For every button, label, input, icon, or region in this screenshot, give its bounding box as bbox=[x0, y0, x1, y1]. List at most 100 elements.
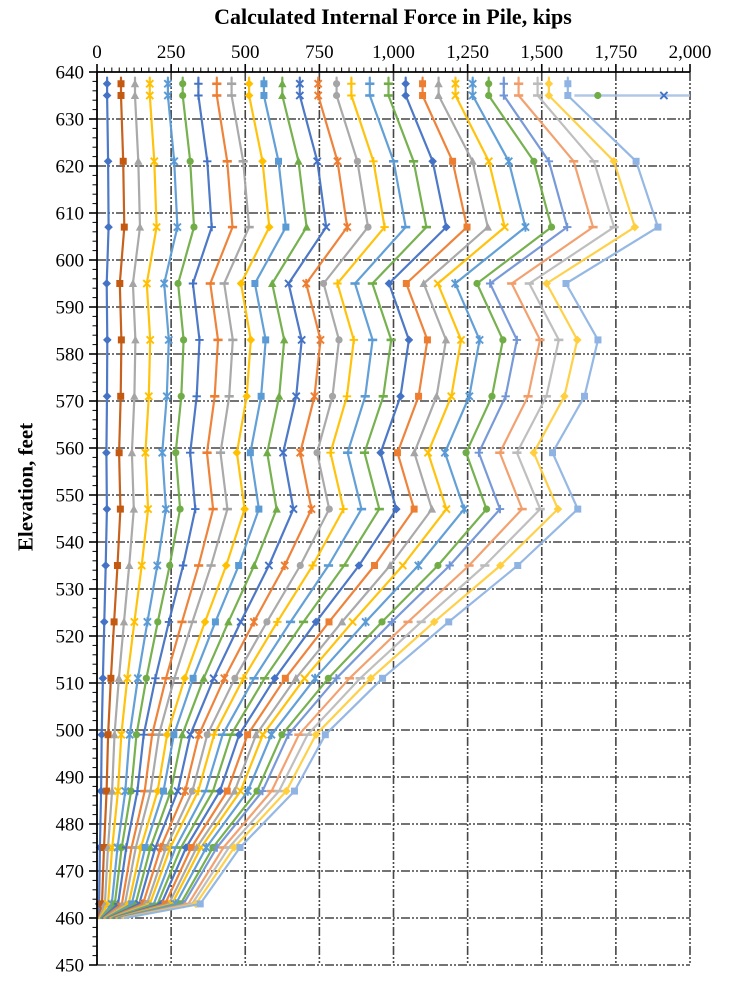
series-marker-x bbox=[484, 157, 494, 166]
series-marker-diamond bbox=[258, 157, 267, 166]
series-marker-circle bbox=[127, 787, 135, 795]
series-marker-star bbox=[143, 617, 152, 627]
series-marker-square bbox=[321, 731, 329, 739]
series-marker-circle bbox=[188, 787, 196, 795]
series-marker-triangle bbox=[199, 673, 208, 682]
series-marker-star bbox=[504, 156, 514, 166]
series-marker-plus bbox=[347, 79, 356, 88]
series-marker-x bbox=[173, 786, 182, 796]
series-marker-square bbox=[402, 280, 410, 287]
series-marker-x bbox=[130, 617, 139, 627]
series-marker-diamond bbox=[553, 504, 563, 514]
series-marker-x bbox=[348, 617, 357, 627]
series-marker-diamond bbox=[560, 392, 569, 401]
x-tick-label: 1,250 bbox=[446, 42, 489, 63]
series-marker-circle bbox=[278, 731, 286, 739]
series-marker-circle bbox=[328, 392, 337, 400]
series-marker-diamond bbox=[97, 730, 107, 739]
series-marker-square bbox=[410, 505, 418, 513]
series-marker-plus bbox=[185, 448, 195, 457]
series-marker-triangle bbox=[468, 156, 477, 165]
series-marker-square bbox=[159, 787, 167, 795]
y-tick-label: 560 bbox=[56, 439, 85, 460]
series-marker-star bbox=[459, 504, 469, 514]
series-marker-circle bbox=[364, 223, 372, 231]
series-marker-circle bbox=[434, 561, 442, 570]
series-marker-star bbox=[316, 335, 325, 345]
series-marker-diamond bbox=[544, 79, 554, 89]
series-marker-diamond bbox=[311, 730, 321, 739]
series-marker-circle bbox=[313, 449, 321, 457]
series-marker-circle bbox=[174, 279, 182, 288]
series-marker-circle bbox=[324, 674, 332, 682]
series-marker-square bbox=[415, 392, 423, 400]
series-marker-x bbox=[209, 674, 218, 683]
series-marker-plus bbox=[139, 730, 148, 739]
series-marker-square bbox=[262, 336, 270, 344]
series-marker-diamond bbox=[244, 79, 254, 89]
series-marker-triangle bbox=[385, 561, 395, 569]
y-tick-label: 580 bbox=[56, 345, 85, 366]
series-line bbox=[121, 76, 616, 920]
series-line bbox=[112, 76, 428, 920]
series-marker-square bbox=[117, 336, 125, 344]
series-line bbox=[123, 76, 660, 920]
series-marker-diamond bbox=[376, 448, 385, 457]
series-marker-circle bbox=[179, 80, 187, 88]
series-marker-triangle bbox=[127, 448, 137, 457]
series-marker-x bbox=[284, 279, 293, 288]
series-marker-square bbox=[117, 80, 125, 88]
series-marker-diamond bbox=[384, 279, 394, 288]
series-marker-diamond bbox=[282, 786, 291, 796]
series-marker-circle bbox=[263, 618, 271, 626]
series-marker-star bbox=[180, 786, 190, 796]
series-marker-x bbox=[312, 157, 322, 166]
series-marker-star bbox=[342, 222, 352, 232]
series-marker-star bbox=[468, 90, 477, 101]
series-marker-plus bbox=[194, 91, 203, 100]
series-marker-plus bbox=[207, 222, 216, 232]
series-marker-x bbox=[295, 91, 305, 100]
series-marker-triangle bbox=[250, 561, 259, 569]
series-marker-diamond bbox=[180, 674, 189, 683]
series-marker-x bbox=[145, 91, 155, 100]
series-marker-square bbox=[100, 844, 108, 851]
series-marker-square bbox=[128, 900, 136, 908]
series-marker-diamond bbox=[162, 730, 172, 739]
series-marker-x bbox=[143, 504, 153, 514]
series-marker-plus bbox=[499, 79, 508, 88]
series-marker-square bbox=[564, 92, 572, 99]
series-marker-circle bbox=[176, 505, 184, 513]
series-marker-plus bbox=[349, 335, 359, 345]
series-marker-star bbox=[468, 79, 477, 89]
series-marker-square bbox=[115, 449, 123, 457]
y-tick-label: 550 bbox=[56, 486, 85, 507]
series-marker-triangle bbox=[337, 617, 347, 626]
series-marker-x bbox=[145, 335, 155, 345]
series-marker-circle bbox=[118, 843, 126, 852]
series-line bbox=[120, 76, 595, 920]
series-marker-triangle bbox=[410, 448, 419, 457]
series-marker-x bbox=[236, 617, 245, 627]
series-marker-plus bbox=[195, 335, 204, 345]
series-marker-star bbox=[125, 730, 134, 740]
series-marker-x bbox=[123, 674, 132, 683]
series-line bbox=[100, 76, 196, 920]
series-line bbox=[122, 76, 637, 920]
series-marker-circle bbox=[142, 674, 150, 682]
series-marker-triangle bbox=[130, 391, 139, 400]
series-marker-x bbox=[297, 335, 306, 345]
series-marker-triangle bbox=[251, 730, 261, 739]
series-marker-diamond bbox=[429, 617, 439, 627]
series-marker-square bbox=[549, 449, 557, 457]
series-marker-square bbox=[632, 157, 640, 165]
series-marker-diamond bbox=[200, 617, 210, 627]
series-marker-diamond bbox=[232, 448, 242, 457]
series-marker-circle bbox=[296, 561, 304, 570]
series-marker-triangle bbox=[224, 617, 233, 626]
y-tick-label: 520 bbox=[56, 627, 85, 648]
series-marker-plus bbox=[203, 157, 212, 166]
series-line bbox=[102, 76, 234, 920]
series-marker-square bbox=[189, 674, 197, 682]
